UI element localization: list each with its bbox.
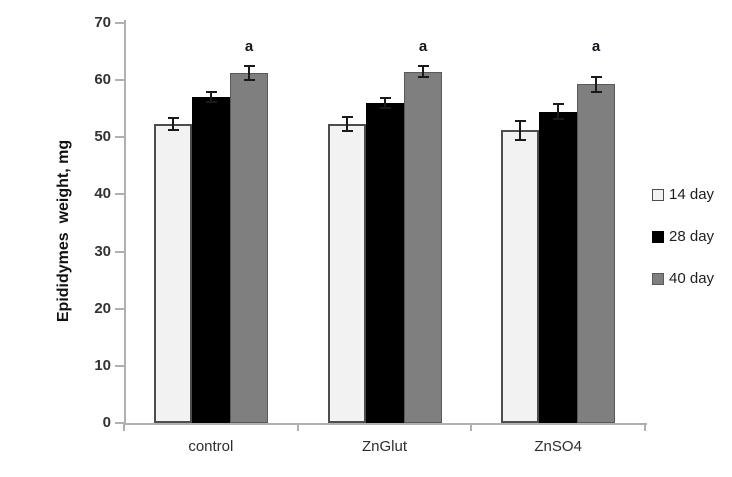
legend-swatch-icon [652, 189, 664, 201]
bar-control-28-day [192, 97, 230, 423]
y-tick-label: 20 [94, 299, 111, 317]
bar-ZnSO4-14-day [501, 130, 539, 423]
y-tick-label: 30 [94, 242, 111, 260]
significance-label: a [418, 38, 428, 55]
y-tick-label: 60 [94, 71, 111, 89]
error-bar-cap [205, 101, 217, 103]
error-bar-cap [417, 76, 429, 78]
legend-item-14-day: 14 day [652, 185, 714, 205]
x-tick-mark [470, 424, 472, 431]
y-tick-label: 10 [94, 356, 111, 374]
y-tick-label: 70 [94, 14, 111, 31]
error-bar-cap [514, 139, 526, 141]
error-bar-cap [514, 120, 526, 122]
error-bar-cap [167, 117, 179, 119]
x-category-label: control [188, 438, 234, 455]
y-tick-label: 50 [94, 128, 111, 146]
bar-ZnGlut-14-day [328, 124, 366, 423]
error-bar [248, 66, 250, 80]
error-bar [384, 98, 386, 108]
bar-ZnSO4-28-day [539, 112, 577, 423]
y-tick-mark [115, 22, 124, 24]
legend-item-28-day: 28 day [652, 227, 714, 247]
y-tick-mark [115, 193, 124, 196]
x-tick-mark [123, 424, 125, 431]
y-tick-mark [115, 79, 124, 82]
y-tick-mark [115, 307, 124, 310]
error-bar-cap [417, 65, 429, 67]
x-tick-mark [297, 424, 299, 431]
error-bar-cap [167, 129, 179, 131]
y-tick-mark [115, 364, 124, 367]
error-bar-cap [243, 79, 255, 81]
error-bar [346, 117, 348, 131]
error-bar-cap [379, 107, 391, 109]
bar-control-40-day [230, 73, 268, 423]
legend-label: 14 day [669, 186, 715, 203]
error-bar [557, 104, 559, 119]
error-bar [595, 77, 597, 92]
error-bar [210, 92, 212, 102]
error-bar [172, 118, 174, 130]
error-bar-cap [205, 91, 217, 93]
error-bar-cap [341, 116, 353, 118]
y-tick-mark [115, 136, 124, 139]
error-bar [422, 66, 424, 77]
y-tick-mark [115, 422, 124, 424]
y-axis-title: Epididymes weight, mg [55, 139, 72, 323]
x-tick-mark [644, 424, 646, 431]
error-bar [519, 121, 521, 140]
error-bar-cap [379, 97, 391, 99]
bar-ZnGlut-40-day [404, 72, 442, 423]
y-tick-label: 40 [94, 185, 111, 203]
y-tick-mark [115, 250, 124, 253]
error-bar-cap [552, 103, 564, 105]
significance-label: a [244, 38, 254, 55]
error-bar-cap [341, 130, 353, 132]
legend-swatch-icon [652, 273, 664, 285]
legend-label: 40 day [669, 270, 715, 287]
x-category-label: ZnSO4 [534, 438, 582, 455]
legend-item-40-day: 40 day [652, 269, 714, 289]
bar-ZnSO4-40-day [577, 84, 615, 423]
bar-ZnGlut-28-day [366, 103, 404, 423]
error-bar-cap [552, 118, 564, 120]
legend-label: 28 day [669, 228, 715, 245]
legend-swatch-icon [652, 231, 664, 243]
y-tick-label: 0 [102, 414, 111, 431]
error-bar-cap [590, 91, 602, 93]
bar-control-14-day [154, 124, 192, 423]
error-bar-cap [243, 65, 255, 67]
x-category-label: ZnGlut [361, 438, 407, 455]
significance-label: a [591, 38, 601, 55]
error-bar-cap [590, 76, 602, 78]
